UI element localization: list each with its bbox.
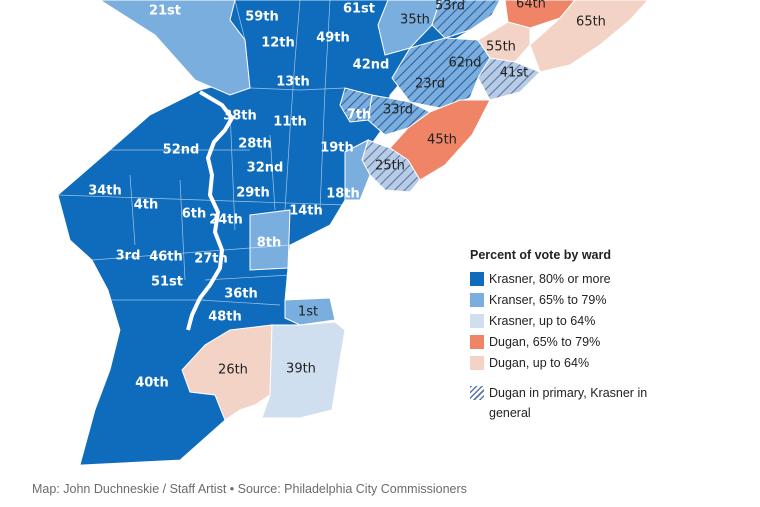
ward-label-11: 11th <box>273 115 307 130</box>
ward-area-39 <box>261 321 346 419</box>
legend-hatch-item: Dugan in primary, Krasner in general <box>470 383 670 423</box>
ward-label-39: 39th <box>286 362 316 377</box>
ward-label-34: 34th <box>88 184 122 199</box>
legend-label: Dugan, up to 64% <box>489 355 590 370</box>
ward-label-62: 62nd <box>448 56 481 71</box>
ward-label-8: 8th <box>257 236 282 251</box>
legend-title: Percent of vote by ward <box>470 248 612 262</box>
ward-label-53: 53rd <box>435 0 465 14</box>
ward-area-65 <box>529 0 649 73</box>
legend-swatch <box>470 355 484 370</box>
ward-label-49: 49th <box>316 31 350 46</box>
legend-label: Krasner, up to 64% <box>489 313 596 328</box>
ward-label-38: 38th <box>223 109 257 124</box>
ward-area-62-23 <box>391 37 491 109</box>
ward-area-64 <box>504 0 576 29</box>
ward-area-18-edge <box>344 139 371 201</box>
ward-label-42: 42nd <box>353 58 390 73</box>
ward-map: 21st 59th 61st 35th 53rd 64th 65th 12th … <box>57 0 649 466</box>
ward-label-64: 64th <box>516 0 546 12</box>
ward-label-45: 45th <box>427 133 457 148</box>
legend-swatch <box>470 313 484 328</box>
ward-label-7: 7th <box>347 108 372 123</box>
ward-label-24: 24th <box>209 213 243 228</box>
source-credit: Map: John Duchneskie / Staff Artist • So… <box>32 482 467 496</box>
legend-label: Kranser, 65% to 79% <box>489 292 607 307</box>
legend-item: Krasner, up to 64% <box>470 310 670 331</box>
ward-area-53 <box>431 0 501 39</box>
ward-area-7 <box>339 87 373 123</box>
ward-area-41 <box>477 57 541 101</box>
ward-label-36: 36th <box>224 287 258 302</box>
legend-item: Kranser, 65% to 79% <box>470 289 670 310</box>
ward-label-23: 23rd <box>415 77 445 92</box>
ward-label-18: 18th <box>326 187 360 202</box>
ward-label-13: 13th <box>276 75 310 90</box>
ward-area-8 <box>249 209 291 271</box>
ward-label-27: 27th <box>194 252 228 267</box>
ward-label-21: 21st <box>149 4 181 19</box>
ward-label-6: 6th <box>182 207 207 222</box>
ward-label-51: 51st <box>151 275 183 290</box>
ward-label-3: 3rd <box>116 249 141 264</box>
ward-label-52: 52nd <box>163 143 200 158</box>
ward-label-35: 35th <box>400 13 430 28</box>
ward-label-12: 12th <box>261 36 295 51</box>
schuylkill-river <box>186 90 235 331</box>
ward-label-33: 33rd <box>383 103 413 118</box>
legend-hatch-label: Dugan in primary, Krasner in general <box>489 386 648 420</box>
ward-label-14: 14th <box>289 204 323 219</box>
ward-label-2: 2nd <box>290 283 318 298</box>
ward-label-46: 46th <box>149 250 183 265</box>
legend-item: Dugan, 65% to 79% <box>470 331 670 352</box>
ward-label-28: 28th <box>238 137 272 152</box>
ward-labels: 21st 59th 61st 35th 53rd 64th 65th 12th … <box>88 0 606 391</box>
legend-label: Dugan, 65% to 79% <box>489 334 601 349</box>
ward-boundaries <box>57 0 346 306</box>
ward-label-59: 59th <box>245 10 279 25</box>
legend-item: Krasner, 80% or more <box>470 268 670 289</box>
hatch-swatch <box>470 386 484 400</box>
ward-label-65: 65th <box>576 15 606 30</box>
legend-swatch <box>470 271 484 286</box>
legend-item: Dugan, up to 64% <box>470 352 670 373</box>
legend-swatch <box>470 292 484 307</box>
legend-label: Krasner, 80% or more <box>489 271 611 286</box>
ward-label-19: 19th <box>320 141 354 156</box>
ward-label-41: 41st <box>500 66 528 81</box>
map-legend: Percent of vote by ward Krasner, 80% or … <box>470 248 670 423</box>
ward-label-5: 5th <box>303 237 328 252</box>
ward-label-29: 29th <box>236 186 270 201</box>
legend-swatch <box>470 334 484 349</box>
ward-label-26: 26th <box>218 363 248 378</box>
ward-label-25: 25th <box>375 159 405 174</box>
ward-label-32: 32nd <box>247 161 284 176</box>
ward-label-48: 48th <box>208 310 242 325</box>
ward-area-26 <box>181 324 273 421</box>
ward-label-1: 1st <box>298 305 318 320</box>
ward-area-1 <box>284 297 336 326</box>
ward-label-61: 61st <box>343 2 375 17</box>
ward-label-55: 55th <box>486 40 516 55</box>
ward-label-40: 40th <box>135 376 169 391</box>
ward-label-4: 4th <box>134 198 159 213</box>
